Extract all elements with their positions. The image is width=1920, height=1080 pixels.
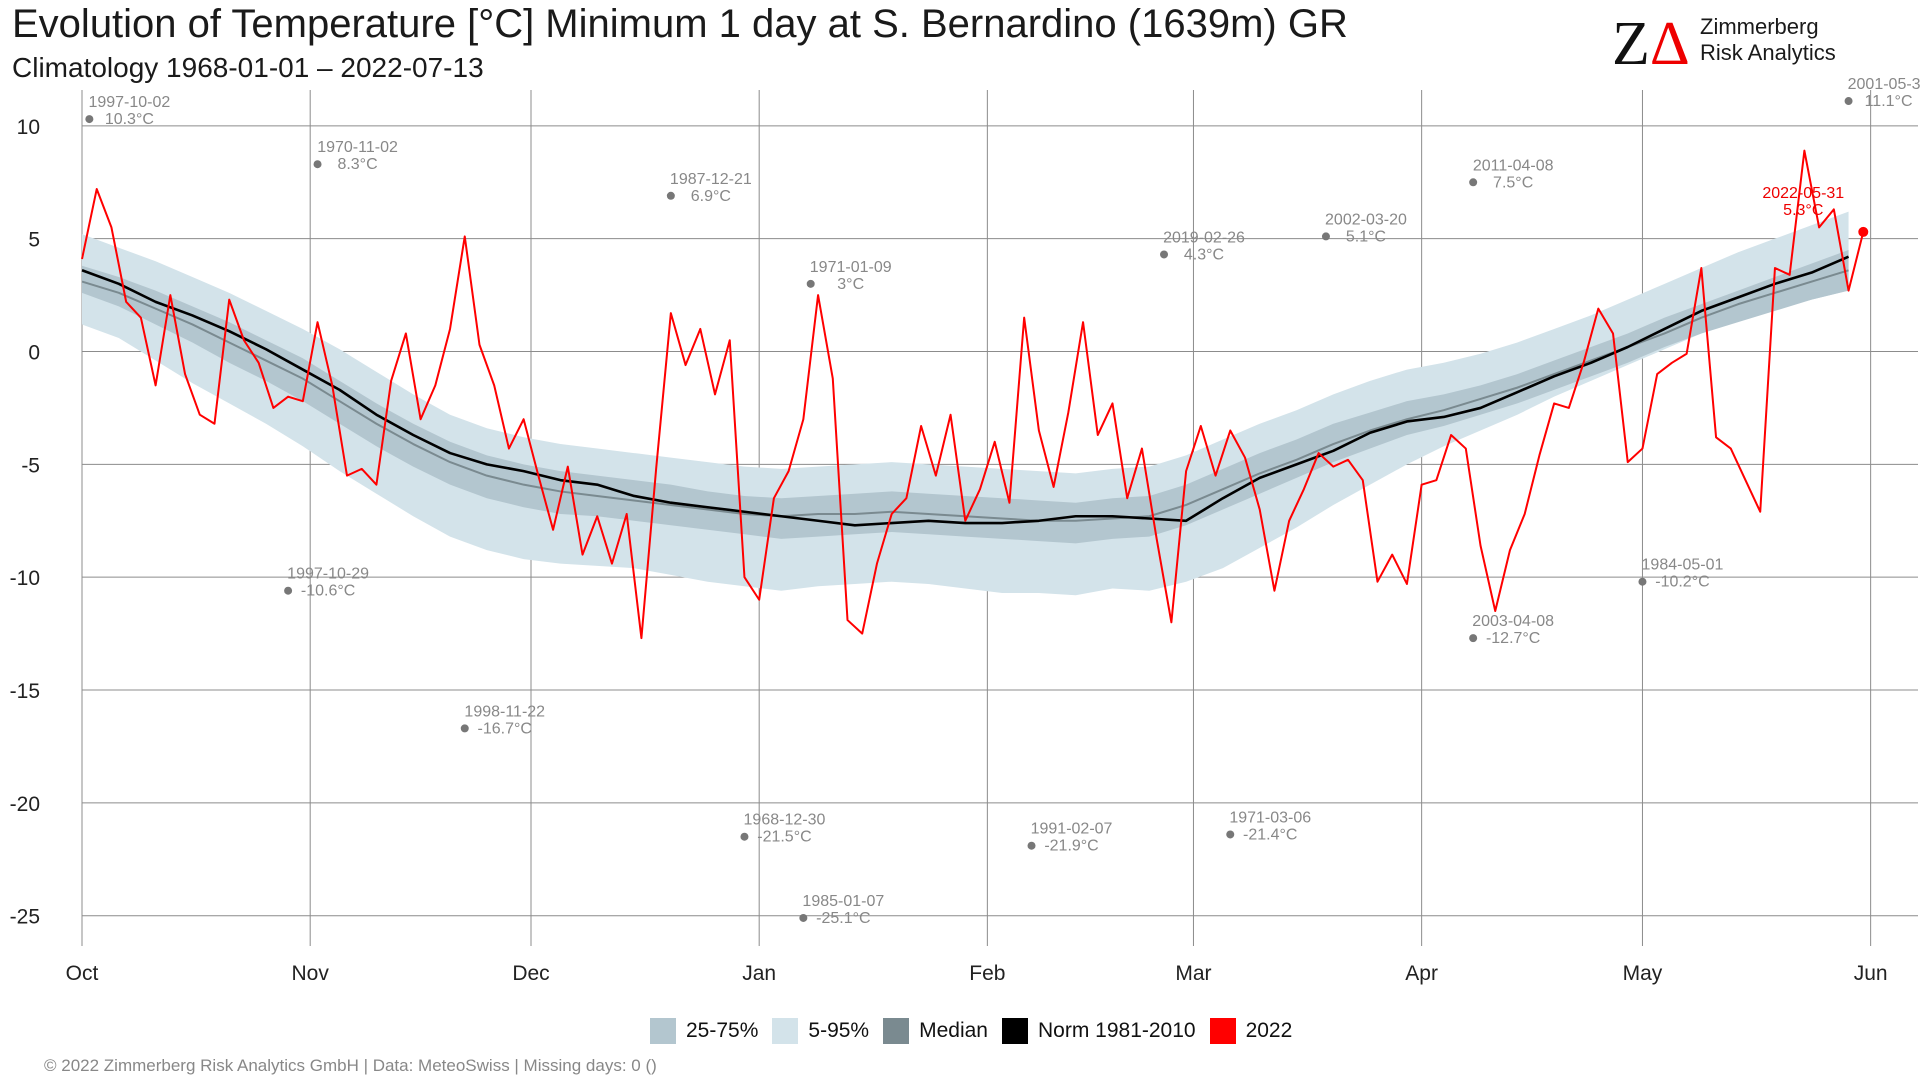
record-point (284, 586, 293, 595)
legend-swatch-median (883, 1018, 910, 1044)
legend-item-2022: 2022 (1209, 1018, 1293, 1044)
legend-label-iqr: 25-75% (686, 1019, 759, 1042)
y-tick-label: -5 (21, 454, 40, 477)
x-tick-label: Jun (1854, 962, 1888, 985)
legend-label-norm: Norm 1981-2010 (1037, 1019, 1196, 1042)
x-tick-label: Apr (1405, 962, 1438, 985)
y-tick-label: -25 (10, 906, 40, 929)
record-point (1469, 634, 1478, 643)
current-point (1858, 226, 1869, 237)
x-tick-label: Oct (66, 962, 99, 985)
record-label: 1971-03-06 -21.4°C (1229, 809, 1311, 843)
logo-line2: Risk Analytics (1700, 40, 1836, 65)
record-label: 1997-10-02 10.3°C (88, 94, 170, 128)
record-point (1844, 97, 1853, 106)
x-tick-label: Dec (512, 962, 549, 985)
logo-line1: Zimmerberg (1700, 14, 1819, 39)
chart-legend: 25-75% 5-95% Median Norm 1981-2010 2022 (650, 1018, 1292, 1044)
record-point (313, 160, 322, 169)
za-logo-icon: ZΔ (1612, 10, 1690, 78)
record-point (666, 191, 675, 200)
record-label: 1970-11-02 8.3°C (317, 139, 398, 173)
record-label: 2001-05-3011.1°C (1848, 76, 1920, 110)
y-tick-label: 5 (28, 229, 40, 252)
record-label: 1998-11-22 -16.7°C (464, 703, 545, 737)
record-point (1160, 250, 1169, 259)
x-tick-label: May (1623, 962, 1663, 985)
temperature-chart: 10 5 0 -5 -10 -15 -20 -25 Oct Nov Dec Jan Feb Mar Apr M… (10, 76, 1920, 985)
legend-item-p5-95: 5-95% (772, 1018, 869, 1044)
chart-title: Evolution of Temperature [°C] Minimum 1 … (12, 2, 1348, 46)
y-tick-label: -20 (10, 793, 40, 816)
record-label: 1985-01-07 -25.1°C (802, 893, 884, 927)
record-label: 2011-04-08 7.5°C (1473, 157, 1554, 191)
legend-label-2022: 2022 (1245, 1019, 1293, 1042)
company-logo: ZΔ Zimmerberg Risk Analytics (1610, 6, 1910, 78)
record-label: 1987-12-21 6.9°C (670, 171, 752, 205)
legend-swatch-norm (1001, 1018, 1028, 1044)
record-label: 2003-04-08 -12.7°C (1472, 613, 1554, 647)
record-point (85, 115, 94, 124)
legend-item-iqr: 25-75% (650, 1018, 758, 1044)
legend-label-median: Median (919, 1019, 988, 1042)
record-point (1638, 577, 1647, 586)
x-tick-label: Jan (742, 962, 776, 985)
record-label: 1971-01-09 3°C (810, 259, 892, 293)
logo-mark: ZΔ (1612, 10, 1690, 78)
y-tick-label: -10 (10, 567, 40, 590)
record-point (799, 913, 808, 922)
record-label: 1991-02-07 -21.9°C (1031, 821, 1113, 855)
record-label: 1984-05-01 -10.2°C (1642, 557, 1724, 591)
footer-credits: © 2022 Zimmerberg Risk Analytics GmbH | … (44, 1056, 657, 1075)
record-label: 2002-03-20 5.1°C (1325, 211, 1407, 245)
series-line-norm-1981-2010 (81, 255, 1850, 527)
record-point (740, 832, 749, 841)
series-line-2022 (81, 149, 1865, 640)
y-tick-label: -15 (10, 680, 40, 703)
legend-swatch-iqr (650, 1018, 676, 1044)
record-point (460, 724, 469, 733)
legend-swatch-2022 (1209, 1018, 1236, 1044)
logo-text: Zimmerberg Risk Analytics (1700, 14, 1836, 66)
x-tick-label: Nov (292, 962, 330, 985)
record-point (1469, 178, 1478, 187)
legend-label-p5-95: 5-95% (808, 1019, 870, 1042)
x-tick-label: Mar (1175, 962, 1211, 985)
legend-item-norm: Norm 1981-2010 (1001, 1018, 1196, 1044)
y-tick-label: 0 (28, 342, 40, 365)
record-point (1226, 830, 1235, 839)
band-25-75 (82, 249, 1849, 544)
y-tick-label: 10 (17, 116, 40, 139)
record-point (1321, 232, 1330, 241)
legend-swatch-p5-95 (772, 1018, 799, 1044)
record-label: 1997-10-29 -10.6°C (287, 566, 369, 600)
chart-subtitle: Climatology 1968-01-01 – 2022-07-13 (12, 52, 484, 83)
record-point (806, 279, 815, 288)
x-tick-label: Feb (969, 962, 1005, 985)
current-label: 2022-05-31 5.3°C (1762, 185, 1844, 219)
record-label: 2019-02-26 4.3°C (1163, 229, 1245, 263)
record-label: 1968-12-30 -21.5°C (744, 812, 826, 846)
legend-item-median: Median (883, 1018, 988, 1044)
record-point (1027, 841, 1036, 850)
